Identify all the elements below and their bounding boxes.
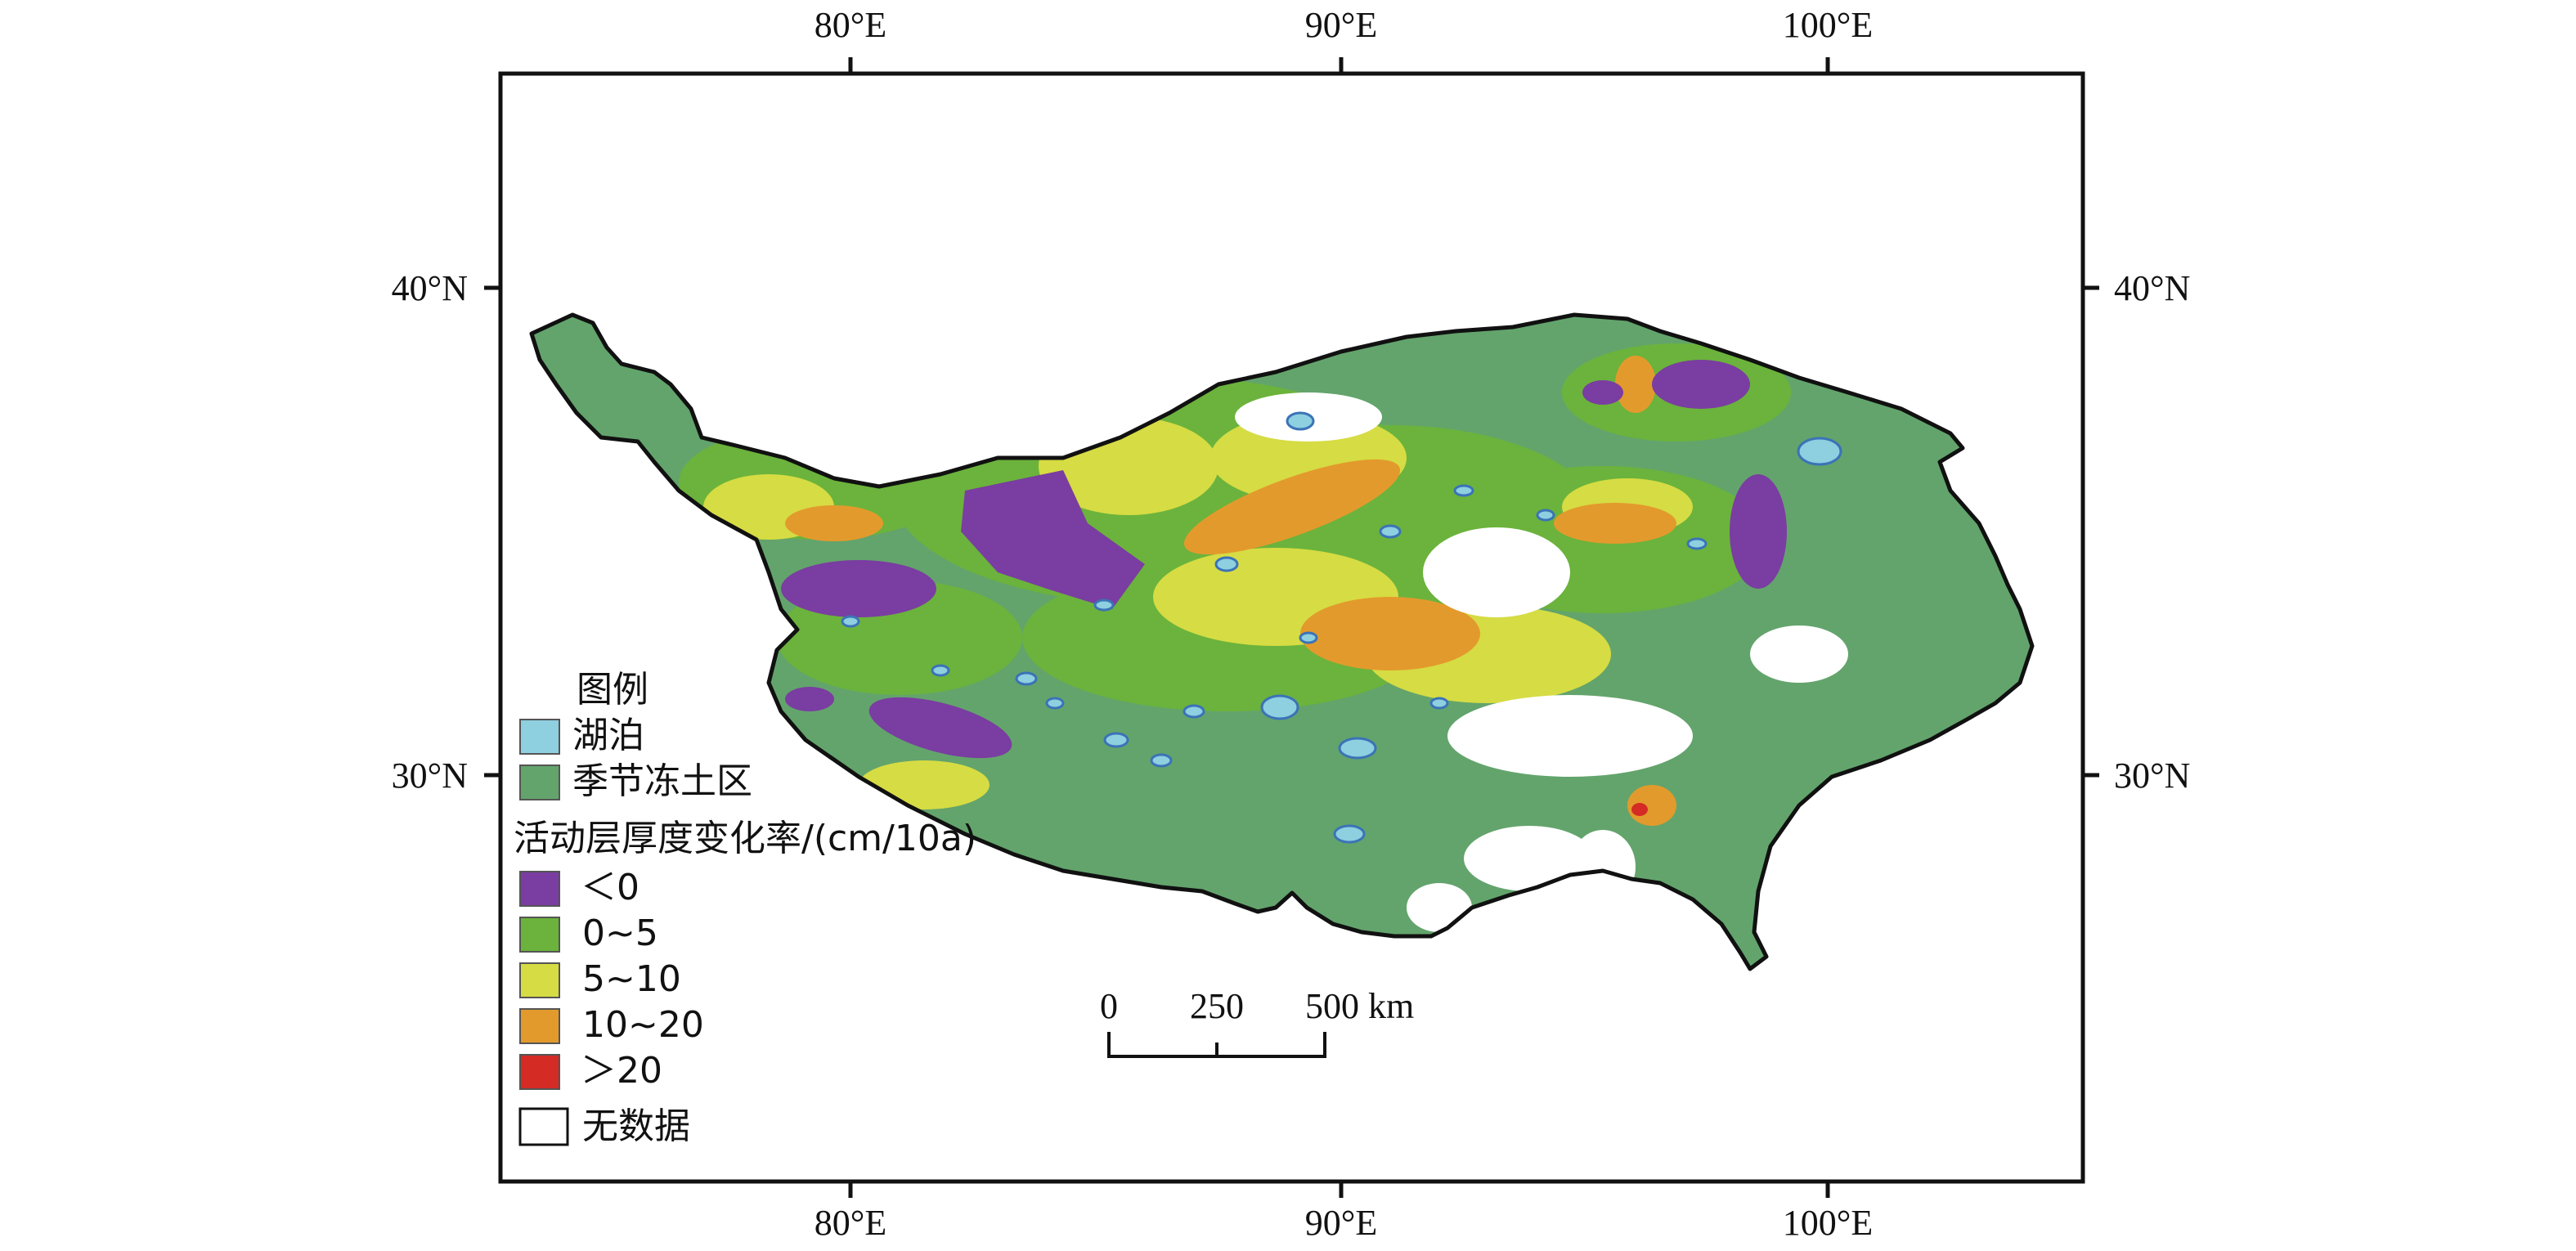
legend-swatch-5-10 [519,962,560,998]
legend-swatch-0-5 [519,917,560,953]
legend-swatch-nodata [518,1107,569,1146]
top-lon-label-90: 90°E [1305,5,1377,45]
scale-label-0: 0 [1100,986,1118,1026]
legend-title: 图例 [577,669,648,711]
legend-class-title: 活动层厚度变化率/(cm/10a) [514,818,976,859]
bottom-lon-label-100: 100°E [1783,1203,1873,1243]
bottom-lon-label-80: 80°E [815,1203,886,1243]
legend-label-seasonal-frozen: 季节冻土区 [572,760,752,802]
left-lat-label-40: 40°N [392,268,468,308]
lakes [841,411,1842,844]
legend-swatch-lt0 [519,871,560,907]
left-lat-label-30: 30°N [392,756,468,796]
map-frame [498,71,2085,1184]
legend-label-10-20: 10~20 [582,1004,704,1046]
bottom-lon-label-90: 90°E [1305,1203,1377,1243]
legend: 图例 湖泊 季节冻土区 活动层厚度变化率/(cm/10a) ＜0 0~5 5~1… [514,669,976,1147]
legend-swatch-lake [519,719,560,755]
legend-label-lt0: ＜0 [581,867,640,908]
right-lat-label-30: 30°N [2114,756,2190,796]
legend-label-gt20: ＞20 [581,1050,662,1092]
top-lon-label-100: 100°E [1783,5,1873,45]
top-lon-label-80: 80°E [815,5,886,45]
legend-label-5-10: 5~10 [582,958,681,1000]
legend-label-0-5: 0~5 [582,912,658,954]
legend-label-lake: 湖泊 [572,715,644,756]
class-lt0-areas [781,360,1787,759]
scale-label-500: 500 km [1305,986,1414,1026]
scale-bar: 0 250 500 km [1100,986,1414,1058]
scale-label-250: 250 [1190,986,1244,1026]
frame-ticks [484,57,2099,1198]
plateau-outline [529,312,2035,971]
plateau-region [532,315,2032,969]
legend-swatch-10-20 [519,1008,560,1044]
legend-swatch-gt20 [519,1054,560,1090]
legend-swatch-seasonal-frozen [519,764,560,800]
right-lat-label-40: 40°N [2114,268,2190,308]
class-10-20-areas [785,356,1676,826]
legend-label-nodata: 无数据 [582,1105,690,1147]
